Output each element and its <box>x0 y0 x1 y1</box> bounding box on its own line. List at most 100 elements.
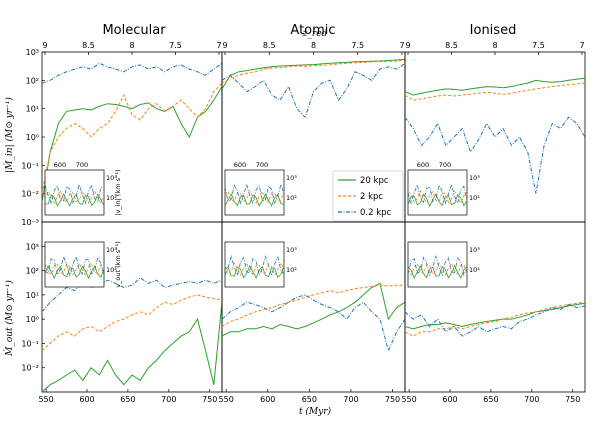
series-line-outflow-ionised-0.2kpc <box>404 303 586 337</box>
inset-x-tick-label-inflow-ionised-1: 700 <box>439 161 451 169</box>
inset-line-outflow-molecular-2kpc <box>44 262 105 276</box>
legend: 20 kpc 2 kpc 0.2 kpc <box>332 170 404 222</box>
legend-label-2kpc: 2 kpc <box>360 192 383 202</box>
y-axis-label-inflow: |Ṁ_in| (M⊙ yr⁻¹) <box>3 97 15 173</box>
x-tick-label-outflow-ionised-1: 600 <box>442 395 457 404</box>
y-tick-label-inflow-molecular-0: 10³ <box>26 48 39 57</box>
column-title-ionised: Ionised <box>470 23 517 38</box>
legend-box <box>332 170 404 222</box>
inset-x-tick-label-inflow-atomic-0: 600 <box>234 161 246 169</box>
inset-line-inflow-atomic-2kpc <box>224 190 285 204</box>
series-line-outflow-atomic-0.2kpc <box>221 294 406 353</box>
inset-y-tick-label-outflow-atomic-0: 10³ <box>286 246 297 254</box>
y-tick-label-outflow-molecular-2: 10² <box>26 267 39 276</box>
z-tick-label-inflow-atomic-4: 7 <box>399 41 404 50</box>
legend-label-0.2kpc: 0.2 kpc <box>360 208 392 218</box>
y-tick-label-inflow-molecular-5: 10⁻² <box>21 190 39 199</box>
z-tick-label-inflow-ionised-4: 7 <box>579 41 584 50</box>
y-tick-label-inflow-molecular-4: 10⁻¹ <box>21 161 39 170</box>
series-line-outflow-atomic-2kpc <box>221 284 405 327</box>
inset-line-outflow-ionised-0.2kpc <box>407 254 468 277</box>
series-line-outflow-ionised-20kpc <box>404 302 586 330</box>
inset-line-outflow-molecular-0.2kpc <box>44 255 105 278</box>
x-tick-label-outflow-atomic-1: 600 <box>260 395 275 404</box>
inset-line-inflow-ionised-0.2kpc <box>407 183 468 206</box>
x-tick-label-outflow-molecular-0: 550 <box>38 395 53 404</box>
x-tick-label-outflow-molecular-3: 700 <box>161 395 176 404</box>
x-tick-label-outflow-molecular-1: 600 <box>79 395 94 404</box>
z-tick-label-inflow-atomic-0: 9 <box>222 41 227 50</box>
series-line-inflow-atomic-20kpc <box>221 58 406 90</box>
series-line-outflow-molecular-20kpc <box>41 302 223 393</box>
y-tick-label-inflow-molecular-2: 10¹ <box>26 105 39 114</box>
x-tick-label-outflow-ionised-3: 700 <box>524 395 539 404</box>
y-tick-label-inflow-molecular-1: 10² <box>26 76 39 85</box>
inset-x-tick-label-inflow-molecular-1: 700 <box>76 161 88 169</box>
inset-x-tick-label-inflow-molecular-0: 600 <box>54 161 66 169</box>
x-tick-label-outflow-atomic-3: 700 <box>343 395 358 404</box>
x-tick-label-outflow-molecular-4: 750 <box>202 395 217 404</box>
series-line-inflow-ionised-2kpc <box>404 82 586 101</box>
column-title-atomic: Atomic <box>290 23 335 38</box>
inset-y-label-inflow-molecular: |v_in| (km s⁻¹) <box>114 169 122 215</box>
x-tick-label-outflow-ionised-4: 750 <box>565 395 580 404</box>
series-line-inflow-molecular-0.2kpc <box>41 62 223 84</box>
legend-label-20kpc: 20 kpc <box>360 176 389 186</box>
series-line-inflow-atomic-0.2kpc <box>221 62 406 119</box>
z-tick-label-inflow-molecular-1: 8.5 <box>82 41 95 50</box>
inset-frame-outflow-molecular <box>44 241 105 288</box>
series-line-inflow-ionised-0.2kpc <box>404 116 586 194</box>
inset-y-tick-label-outflow-molecular-0: 10³ <box>106 246 117 254</box>
z-tick-label-inflow-molecular-4: 7 <box>216 41 221 50</box>
z-tick-label-inflow-molecular-0: 9 <box>42 41 47 50</box>
inset-x-tick-label-inflow-ionised-0: 600 <box>417 161 429 169</box>
y-tick-label-inflow-molecular-6: 10⁻³ <box>21 218 39 227</box>
inset-y-tick-label-inflow-molecular-1: 10² <box>106 194 117 202</box>
series-line-inflow-molecular-20kpc <box>41 86 223 203</box>
inset-y-tick-label-inflow-atomic-0: 10³ <box>286 174 297 182</box>
inset-line-inflow-atomic-0.2kpc <box>224 182 285 205</box>
x-tick-label-outflow-atomic-4: 750 <box>385 395 400 404</box>
inset-y-tick-label-inflow-ionised-0: 10³ <box>469 174 480 182</box>
inset-y-tick-label-inflow-ionised-1: 10² <box>469 194 480 202</box>
inset-line-inflow-molecular-0.2kpc <box>44 183 105 205</box>
column-title-molecular: Molecular <box>102 23 166 38</box>
z-tick-label-inflow-molecular-3: 7.5 <box>169 41 182 50</box>
x-tick-label-outflow-molecular-2: 650 <box>120 395 135 404</box>
series-line-outflow-ionised-2kpc <box>404 301 586 337</box>
z-tick-label-inflow-ionised-2: 8 <box>492 41 497 50</box>
inset-y-tick-label-outflow-molecular-1: 10² <box>106 266 117 274</box>
z-tick-label-inflow-ionised-0: 9 <box>405 41 410 50</box>
inset-y-tick-label-inflow-molecular-0: 10³ <box>106 174 117 182</box>
x-tick-label-outflow-ionised-0: 550 <box>401 395 416 404</box>
inset-y-label-outflow-molecular: v_out (km s⁻¹) <box>114 241 122 287</box>
series-line-inflow-atomic-2kpc <box>221 60 406 84</box>
inset-line-outflow-atomic-0.2kpc <box>224 254 285 278</box>
series-line-outflow-molecular-2kpc <box>41 294 223 352</box>
y-tick-label-outflow-molecular-6: 10⁻² <box>21 364 39 373</box>
z-tick-label-inflow-atomic-1: 8.5 <box>263 41 276 50</box>
inset-y-tick-label-outflow-ionised-1: 10² <box>469 266 480 274</box>
y-tick-label-outflow-molecular-4: 10⁰ <box>26 315 39 324</box>
inset-line-inflow-ionised-2kpc <box>407 190 468 204</box>
y-tick-label-outflow-molecular-1: 10³ <box>26 242 39 251</box>
z-tick-label-inflow-ionised-3: 7.5 <box>532 41 545 50</box>
y-tick-label-inflow-molecular-3: 10⁰ <box>26 133 39 142</box>
y-tick-label-outflow-molecular-5: 10⁻¹ <box>21 339 39 348</box>
x-tick-label-outflow-ionised-2: 650 <box>483 395 498 404</box>
inset-line-outflow-atomic-2kpc <box>224 262 285 276</box>
inset-y-tick-label-inflow-atomic-1: 10² <box>286 194 297 202</box>
inset-y-tick-label-outflow-atomic-1: 10² <box>286 266 297 274</box>
inset-y-tick-label-outflow-ionised-0: 10³ <box>469 246 480 254</box>
z-tick-label-inflow-atomic-2: 8 <box>311 41 316 50</box>
series-line-outflow-atomic-20kpc <box>221 282 406 337</box>
z-tick-label-inflow-ionised-1: 8.5 <box>445 41 458 50</box>
x-axis-label: t (Myr) <box>299 406 332 417</box>
z-tick-label-inflow-molecular-2: 8 <box>129 41 134 50</box>
panels-group: 10³ 10² 10¹ 10⁰ 10⁻¹ 10⁻² 10⁻³ 9 8.5 8 7.5 7 600 700 1… <box>21 41 586 404</box>
top-axis-label: z_red <box>302 29 328 39</box>
inset-line-outflow-ionised-2kpc <box>407 262 468 276</box>
z-tick-label-inflow-atomic-3: 7.5 <box>351 41 364 50</box>
inset-frame-inflow-molecular <box>44 169 105 216</box>
